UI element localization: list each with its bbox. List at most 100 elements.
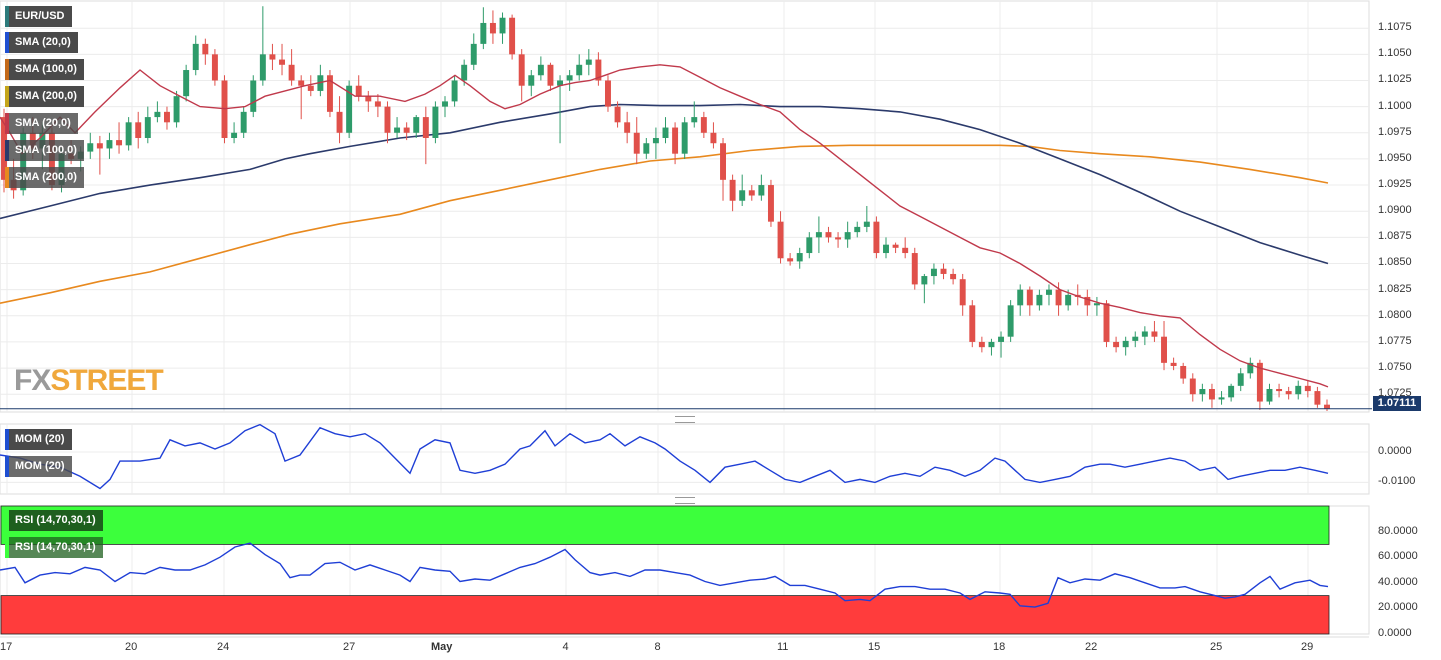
rsi-oversold-zone	[0, 595, 1330, 635]
sma-20-color-swatch	[5, 32, 9, 53]
candle-body	[729, 179, 736, 201]
candle-body	[403, 127, 410, 133]
sma-200-label[interactable]: SMA (200,0)	[5, 86, 84, 107]
pane-resize-handle-2[interactable]	[675, 497, 695, 504]
candle-body	[557, 80, 564, 86]
time-tick-label: 20	[125, 641, 138, 653]
sma-200-path	[0, 144, 1329, 304]
price-tick-label: 1.1025	[1378, 73, 1412, 86]
candle-body	[116, 140, 123, 146]
candle-body	[806, 237, 813, 254]
candle-body	[691, 117, 698, 123]
candle-body	[921, 276, 928, 285]
sma-200-label-duplicate[interactable]: SMA (200,0)	[5, 167, 84, 188]
time-tick-label: 8	[654, 641, 661, 653]
candle-body	[1189, 378, 1196, 395]
time-tick-label: 25	[1210, 641, 1223, 653]
candle-body	[585, 59, 592, 65]
candle-body	[1, 117, 7, 180]
rsi-label-duplicate[interactable]: RSI (14,70,30,1)	[5, 537, 103, 558]
price-tick-label: 1.0925	[1378, 178, 1412, 191]
rsi-path	[0, 542, 1329, 608]
candle-body	[288, 64, 295, 81]
time-tick-label: 17	[0, 641, 13, 653]
pane-resize-handle-1[interactable]	[675, 416, 695, 423]
candle-body	[298, 80, 305, 86]
time-tick-label: 18	[993, 641, 1006, 653]
price-tick-label: 1.0850	[1378, 256, 1412, 269]
rsi-label[interactable]: RSI (14,70,30,1)	[5, 510, 103, 531]
sma-100-label[interactable]: SMA (100,0)	[5, 59, 84, 80]
price-tick-label: 1.0875	[1378, 230, 1412, 243]
candle-body	[1295, 385, 1302, 395]
momentum-line	[0, 423, 1329, 490]
time-tick-label: 4	[562, 641, 569, 653]
momentum-label[interactable]: MOM (20)	[5, 429, 72, 450]
candle-body	[825, 232, 832, 238]
candle-body	[930, 268, 937, 277]
candle-body	[1113, 341, 1120, 348]
candle-body	[20, 132, 27, 191]
candle-body	[106, 140, 113, 149]
momentum-label-duplicate[interactable]: MOM (20)	[5, 456, 72, 477]
sma-20-label-duplicate[interactable]: SMA (20,0)	[5, 113, 78, 134]
candle-body	[1017, 289, 1024, 306]
candle-body	[835, 237, 842, 240]
sma-100-line	[0, 103, 1329, 265]
candle-body	[1093, 303, 1100, 306]
candle-body	[710, 132, 717, 144]
candle-body	[135, 122, 142, 138]
candle-body	[1256, 362, 1263, 402]
candle-body	[231, 132, 238, 138]
rsi-overbought-zone	[0, 505, 1330, 545]
candle-body	[173, 96, 180, 123]
sma-20-label[interactable]: SMA (20,0)	[5, 32, 78, 53]
sma-20-line	[0, 64, 1329, 388]
candle-body	[1276, 388, 1283, 392]
candle-body	[873, 221, 880, 254]
candle-body	[739, 190, 746, 201]
candle-body	[183, 70, 190, 97]
candle-body	[250, 80, 257, 112]
time-tick-label: 29	[1301, 641, 1314, 653]
candle-body	[1285, 391, 1292, 395]
candle-body	[672, 127, 679, 154]
candle-body	[1065, 294, 1072, 306]
candle-body	[767, 185, 774, 222]
candle-body	[240, 111, 247, 133]
time-tick-label: 27	[343, 641, 356, 653]
candle-body	[1237, 373, 1244, 386]
candles	[1, 6, 1330, 411]
candle-body	[1180, 365, 1187, 379]
candle-body	[1304, 385, 1311, 392]
candle-body	[202, 43, 209, 55]
candle-body	[940, 268, 947, 274]
current-price-box: 1.07111	[1373, 396, 1421, 411]
candle-body	[1036, 294, 1043, 306]
candle-body	[164, 111, 170, 123]
rsi-tick-label: 20.0000	[1378, 601, 1418, 614]
price-tick-label: 1.0825	[1378, 282, 1412, 295]
candle-body	[883, 244, 889, 254]
candle-body	[1055, 289, 1062, 306]
candle-body	[87, 143, 94, 152]
candle-body	[547, 64, 554, 86]
candle-body	[652, 138, 659, 144]
candle-body	[978, 341, 985, 348]
momentum-tick-label: 0.0000	[1378, 445, 1412, 457]
candle-body	[950, 273, 957, 280]
price-tick-label: 1.1050	[1378, 47, 1412, 60]
candle-body	[451, 80, 458, 102]
candle-body	[1161, 336, 1167, 363]
candle-body	[307, 85, 314, 91]
candle-body	[614, 106, 621, 123]
candle-body	[413, 117, 420, 133]
candle-body	[633, 132, 640, 154]
sma-100-label-duplicate[interactable]: SMA (100,0)	[5, 140, 84, 161]
candle-body	[576, 64, 583, 76]
candle-body	[720, 143, 726, 180]
time-tick-label: 22	[1085, 641, 1098, 653]
candle-body	[509, 17, 516, 55]
symbol-label[interactable]: EUR/USD	[5, 6, 72, 27]
